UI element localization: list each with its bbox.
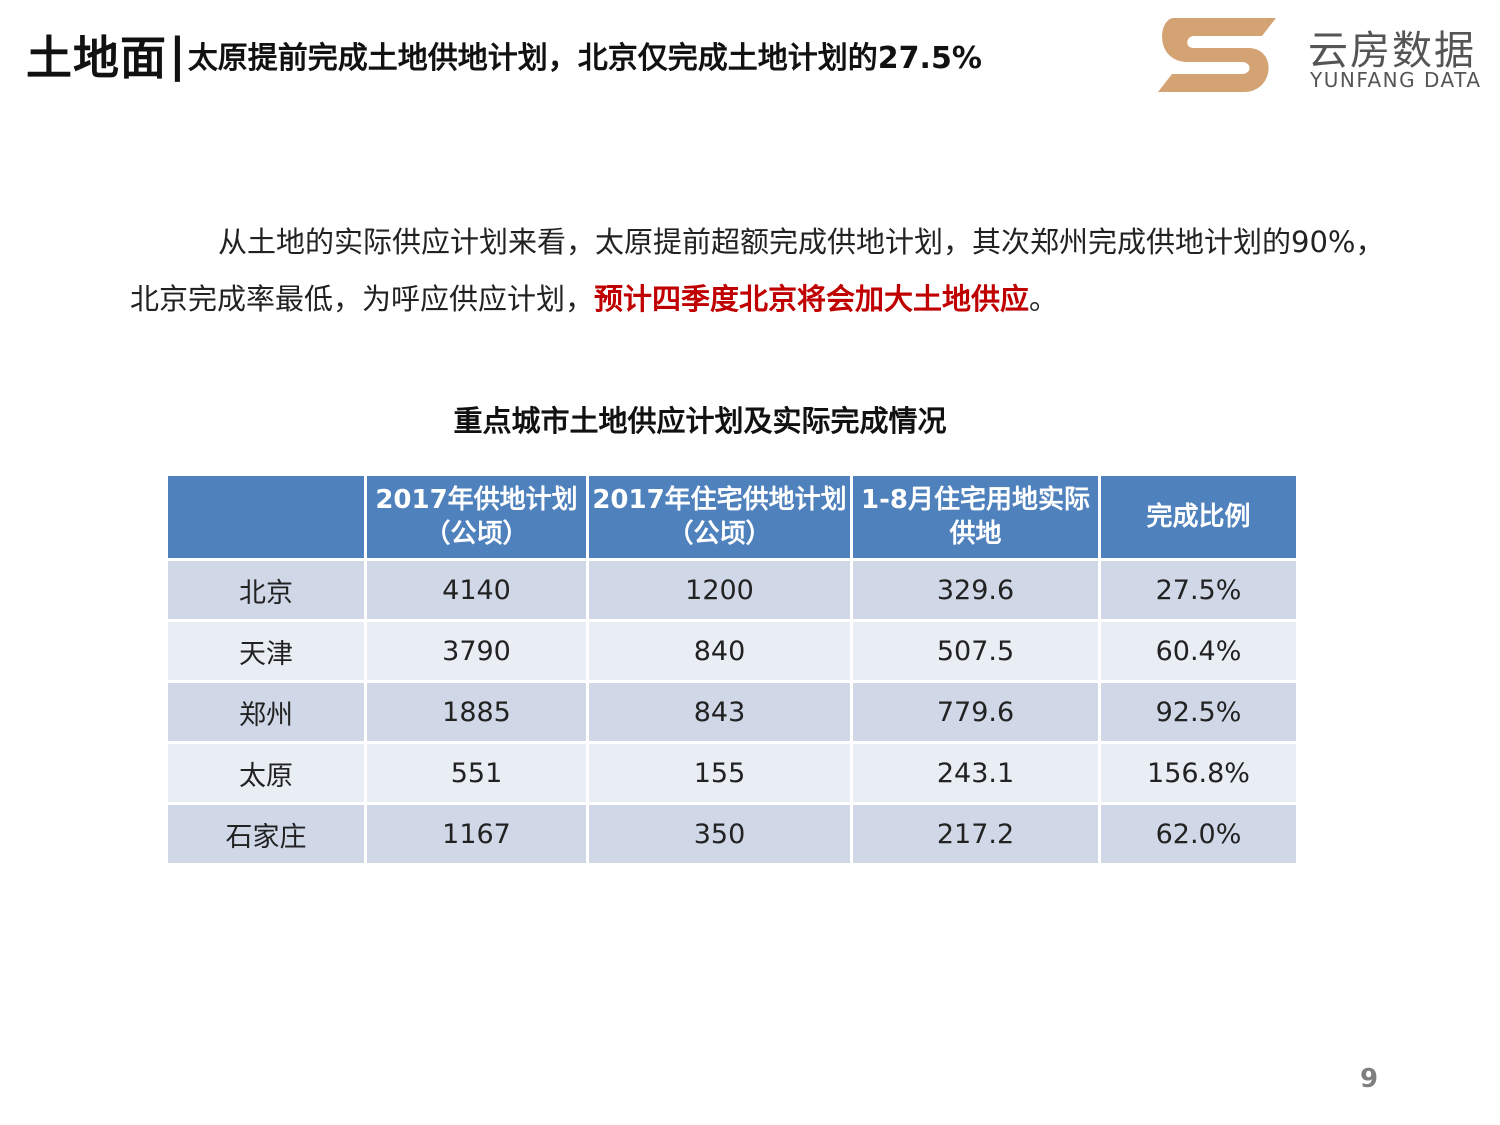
table-row: 北京 4140 1200 329.6 27.5% — [165, 558, 1299, 622]
cell-land-plan: 3790 — [364, 619, 589, 683]
cell-land-plan: 4140 — [364, 558, 589, 622]
cell-completion-ratio: 92.5% — [1098, 680, 1299, 744]
table-row: 郑州 1885 843 779.6 92.5% — [165, 680, 1299, 744]
cell-residential-plan: 843 — [586, 680, 853, 744]
table-header-row: 2017年供地计划（公顷） 2017年住宅供地计划（公顷） 1-8月住宅用地实际… — [165, 473, 1299, 561]
cell-residential-plan: 840 — [586, 619, 853, 683]
cell-city: 北京 — [165, 558, 367, 622]
title-separator: | — [169, 28, 186, 82]
cell-city: 郑州 — [165, 680, 367, 744]
slide-title: 土地面 — [26, 31, 167, 85]
cell-city: 太原 — [165, 741, 367, 805]
cell-actual-supply: 217.2 — [850, 802, 1101, 866]
header-land-plan: 2017年供地计划（公顷） — [364, 473, 589, 561]
cell-residential-plan: 1200 — [586, 558, 853, 622]
slide-subtitle: 太原提前完成土地供地计划，北京仅完成土地计划的27.5% — [187, 41, 982, 76]
header-actual-supply: 1-8月住宅用地实际供地 — [850, 473, 1101, 561]
logo-chinese-name: 云房数据 — [1308, 28, 1476, 74]
header-completion-ratio: 完成比例 — [1098, 473, 1299, 561]
table-row: 太原 551 155 243.1 156.8% — [165, 741, 1299, 805]
cell-completion-ratio: 27.5% — [1098, 558, 1299, 622]
cell-completion-ratio: 156.8% — [1098, 741, 1299, 805]
cell-actual-supply: 329.6 — [850, 558, 1101, 622]
intro-text: 从土地的实际供应计划来看，太原提前超额完成供地计划，其次郑州完成供地计划的90%… — [130, 225, 1385, 316]
intro-paragraph: 从土地的实际供应计划来看，太原提前超额完成供地计划，其次郑州完成供地计划的90%… — [130, 214, 1390, 328]
cell-land-plan: 1167 — [364, 802, 589, 866]
slide-header: 土地面 | 太原提前完成土地供地计划，北京仅完成土地计划的27.5% — [26, 22, 982, 88]
cell-land-plan: 1885 — [364, 680, 589, 744]
cell-city: 石家庄 — [165, 802, 367, 866]
page-number: 9 — [1360, 1064, 1379, 1094]
header-residential-plan: 2017年住宅供地计划（公顷） — [586, 473, 853, 561]
intro-end: 。 — [1029, 282, 1059, 316]
table-row: 天津 3790 840 507.5 60.4% — [165, 619, 1299, 683]
intro-highlight: 预计四季度北京将会加大土地供应 — [594, 282, 1030, 316]
cell-completion-ratio: 62.0% — [1098, 802, 1299, 866]
cell-residential-plan: 350 — [586, 802, 853, 866]
table-row: 石家庄 1167 350 217.2 62.0% — [165, 802, 1299, 866]
cell-actual-supply: 507.5 — [850, 619, 1101, 683]
yunfang-logo-icon — [1158, 18, 1276, 92]
header-city — [165, 473, 367, 561]
company-logo: 云房数据 YUNFANG DATA — [1156, 14, 1486, 98]
cell-completion-ratio: 60.4% — [1098, 619, 1299, 683]
cell-actual-supply: 243.1 — [850, 741, 1101, 805]
table-title: 重点城市土地供应计划及实际完成情况 — [453, 404, 947, 438]
cell-city: 天津 — [165, 619, 367, 683]
logo-english-name: YUNFANG DATA — [1310, 68, 1482, 92]
cell-land-plan: 551 — [364, 741, 589, 805]
land-supply-table: 2017年供地计划（公顷） 2017年住宅供地计划（公顷） 1-8月住宅用地实际… — [165, 473, 1299, 866]
cell-residential-plan: 155 — [586, 741, 853, 805]
cell-actual-supply: 779.6 — [850, 680, 1101, 744]
